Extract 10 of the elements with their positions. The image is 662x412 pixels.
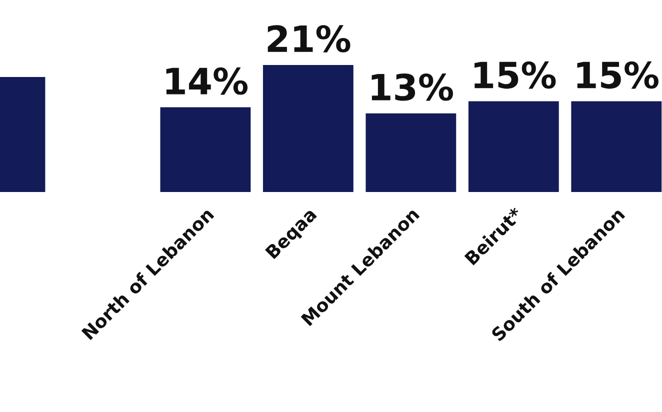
data-label: 15% <box>577 61 658 89</box>
data-label: 14% <box>166 67 248 95</box>
bar <box>366 113 456 192</box>
bar <box>262 64 354 192</box>
data-label: 21% <box>268 25 350 52</box>
bar <box>571 101 662 192</box>
data-label: 15% <box>474 61 556 89</box>
data-label: 13% <box>372 73 453 101</box>
bar <box>468 101 559 192</box>
bar <box>160 107 251 192</box>
